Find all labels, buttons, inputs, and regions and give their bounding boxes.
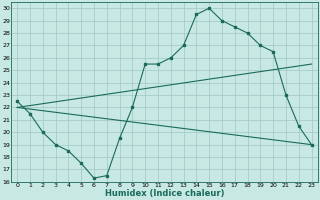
- X-axis label: Humidex (Indice chaleur): Humidex (Indice chaleur): [105, 189, 224, 198]
